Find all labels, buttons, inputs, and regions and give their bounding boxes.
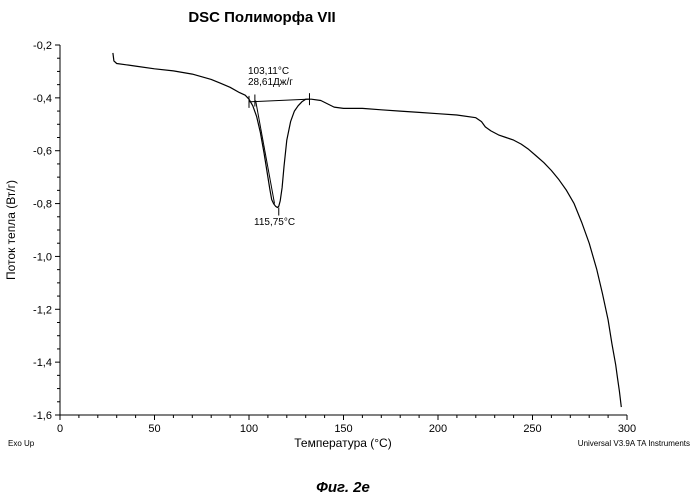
x-tick-label: 100	[240, 423, 258, 435]
integration-baseline	[248, 98, 310, 103]
chart-title: DSC Полиморфа VII	[188, 9, 335, 26]
y-tick-group: -0,2 -0,4 -0,6 -0,8 -1,0 -1,2 -1,4 -1,6	[33, 40, 60, 422]
figure-caption: Фиг. 2е	[316, 479, 370, 496]
x-tick-group: 0 50 100 150 200 250 300	[57, 415, 636, 435]
x-tick-label: 50	[148, 423, 160, 435]
x-tick-label: 0	[57, 423, 63, 435]
y-tick-label: -0,8	[33, 199, 52, 211]
analysis-layer	[248, 93, 310, 216]
x-tick-label: 150	[334, 423, 352, 435]
x-tick-label: 200	[429, 423, 447, 435]
x-axis-label: Температура (°C)	[294, 436, 391, 450]
y-tick-label: -0,2	[33, 40, 52, 52]
series-layer	[112, 52, 622, 408]
y-tick-label: -0,6	[33, 146, 52, 158]
instrument-label: Universal V3.9A TA Instruments	[578, 439, 690, 448]
dsc-curve-line	[112, 52, 622, 408]
onset-temperature-label: 103,11°C	[248, 66, 289, 77]
enthalpy-label: 28,61Дж/г	[248, 77, 293, 88]
exo-up-label: Exo Up	[8, 439, 35, 448]
y-tick-label: -1,2	[33, 304, 52, 316]
onset-tangent-line	[255, 100, 276, 204]
y-axis-label: Поток тепла (Вт/г)	[4, 180, 18, 280]
y-tick-label: -1,0	[33, 251, 52, 263]
plot-area	[59, 45, 627, 416]
y-tick-label: -0,4	[33, 93, 52, 105]
x-tick-label: 300	[618, 423, 636, 435]
y-tick-label: -1,6	[33, 410, 52, 422]
peak-temperature-label: 115,75°C	[254, 217, 295, 228]
y-tick-label: -1,4	[33, 357, 52, 369]
x-tick-label: 250	[523, 423, 541, 435]
